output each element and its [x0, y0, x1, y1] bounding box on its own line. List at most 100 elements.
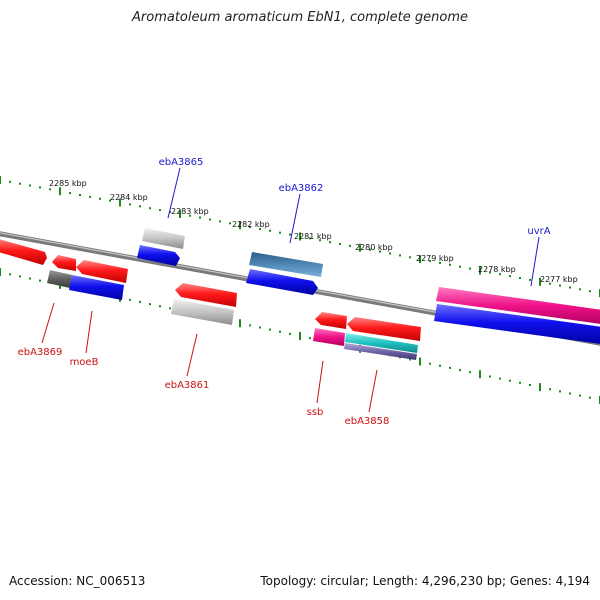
scale-minor-tick: [469, 267, 471, 270]
kbp-tick-label: 2282 kbp: [232, 220, 270, 229]
gene-arrow-red[interactable]: [315, 312, 347, 329]
scale-minor-tick: [469, 371, 471, 374]
label-leader-line: [41, 302, 55, 344]
scale-minor-tick: [99, 197, 101, 200]
scale-minor-tick: [319, 239, 321, 242]
gene-arrow-red[interactable]: [52, 255, 76, 271]
scale-minor-tick: [529, 278, 531, 281]
gene-label-uvrA[interactable]: uvrA: [527, 226, 550, 237]
scale-minor-tick: [559, 390, 561, 393]
gene-block-dark[interactable]: [47, 270, 72, 288]
scale-minor-tick: [459, 369, 461, 372]
page-title: Aromatoleum aromaticum EbN1, complete ge…: [132, 10, 468, 25]
scale-minor-tick: [89, 195, 91, 198]
gene-arrow-blue[interactable]: [137, 245, 180, 266]
scale-minor-tick: [449, 263, 451, 266]
gene-block-cyan[interactable]: [345, 333, 418, 353]
scale-minor-tick: [289, 332, 291, 335]
gene-block-gray[interactable]: [142, 228, 185, 249]
scale-minor-tick: [149, 207, 151, 210]
gene-arrow-red[interactable]: [347, 317, 421, 341]
scale-minor-tick: [429, 362, 431, 365]
scale-minor-tick: [349, 244, 351, 247]
scale-minor-tick: [519, 381, 521, 384]
scale-minor-tick: [519, 277, 521, 279]
scale-minor-tick: [259, 326, 261, 329]
label-leader-line: [530, 236, 540, 287]
gene-block-magenta[interactable]: [313, 328, 345, 346]
scale-major-tick: [479, 370, 481, 379]
gene-label-ebA3858[interactable]: ebA3858: [345, 416, 390, 427]
scale-minor-tick: [19, 182, 21, 185]
scale-minor-tick: [549, 388, 551, 391]
gene-block-blue[interactable]: [434, 304, 600, 345]
scale-major-tick: [239, 221, 241, 230]
kbp-tick-label: 2279 kbp: [416, 254, 454, 263]
scale-minor-tick: [549, 282, 551, 285]
gene-arrow-red[interactable]: [0, 238, 47, 265]
scale-minor-tick: [289, 233, 291, 236]
gene-arrow-blue[interactable]: [246, 269, 318, 295]
scale-minor-tick: [279, 330, 281, 333]
kbp-tick-label: 2284 kbp: [110, 193, 148, 202]
scale-minor-tick: [559, 284, 561, 287]
gene-label-moeB[interactable]: moeB: [70, 357, 99, 368]
scale-major-tick: [119, 198, 121, 207]
kbp-tick-label: 2278 kbp: [478, 265, 516, 274]
gene-block-pink[interactable]: [436, 287, 600, 325]
scale-minor-tick: [9, 273, 11, 276]
scale-minor-tick: [129, 298, 131, 301]
scale-minor-tick: [589, 396, 591, 399]
scale-minor-tick: [229, 222, 231, 225]
scale-minor-tick: [279, 231, 281, 234]
scale-minor-tick: [329, 241, 331, 244]
gene-block-steel[interactable]: [249, 252, 323, 277]
kbp-tick-label: 2283 kbp: [171, 207, 209, 216]
scale-minor-tick: [439, 261, 441, 264]
scale-major-tick: [0, 268, 1, 277]
gene-arrow-red[interactable]: [175, 283, 237, 307]
label-leader-line: [167, 167, 181, 219]
scale-minor-tick: [109, 199, 111, 202]
scale-minor-tick: [309, 337, 311, 340]
gene-block-blue[interactable]: [69, 275, 124, 300]
gene-block-gray[interactable]: [171, 299, 234, 325]
gene-arrow-red[interactable]: [76, 260, 128, 283]
scale-major-tick: [179, 209, 181, 218]
scale-minor-tick: [579, 288, 581, 291]
gene-label-ebA3869[interactable]: ebA3869: [18, 347, 63, 358]
gene-label-ebA3865[interactable]: ebA3865: [159, 157, 204, 168]
scale-minor-tick: [509, 275, 511, 278]
kbp-tick-label: 2281 kbp: [294, 232, 332, 241]
kbp-tick-label: 2285 kbp: [49, 179, 87, 188]
scale-minor-tick: [249, 226, 251, 229]
scale-minor-tick: [259, 228, 261, 230]
scale-minor-tick: [269, 328, 271, 331]
topology-text: Topology: circular; Length: 4,296,230 bp…: [260, 574, 590, 588]
scale-minor-tick: [139, 300, 141, 303]
scale-minor-tick: [499, 273, 501, 276]
label-leader-line: [289, 193, 301, 244]
scale-minor-tick: [489, 271, 491, 274]
scale-major-tick: [419, 357, 421, 366]
scale-minor-tick: [69, 192, 71, 195]
scale-minor-tick: [149, 303, 151, 306]
label-leader-line: [186, 333, 198, 377]
scale-minor-tick: [199, 216, 201, 219]
scale-major-tick: [59, 187, 61, 196]
scale-minor-tick: [269, 229, 271, 232]
scale-minor-tick: [579, 394, 581, 397]
scale-minor-tick: [339, 243, 341, 245]
gene-label-ebA3862[interactable]: ebA3862: [279, 183, 324, 194]
scale-minor-tick: [459, 265, 461, 268]
scale-minor-tick: [9, 180, 11, 183]
scale-minor-tick: [29, 184, 31, 187]
scale-major-tick: [299, 232, 301, 241]
scale-minor-tick: [379, 250, 381, 253]
gene-label-ssb[interactable]: ssb: [307, 407, 324, 418]
gene-label-ebA3861[interactable]: ebA3861: [165, 380, 210, 391]
scale-minor-tick: [409, 256, 411, 259]
scale-minor-tick: [249, 324, 251, 327]
gene-block-purple[interactable]: [344, 343, 417, 360]
